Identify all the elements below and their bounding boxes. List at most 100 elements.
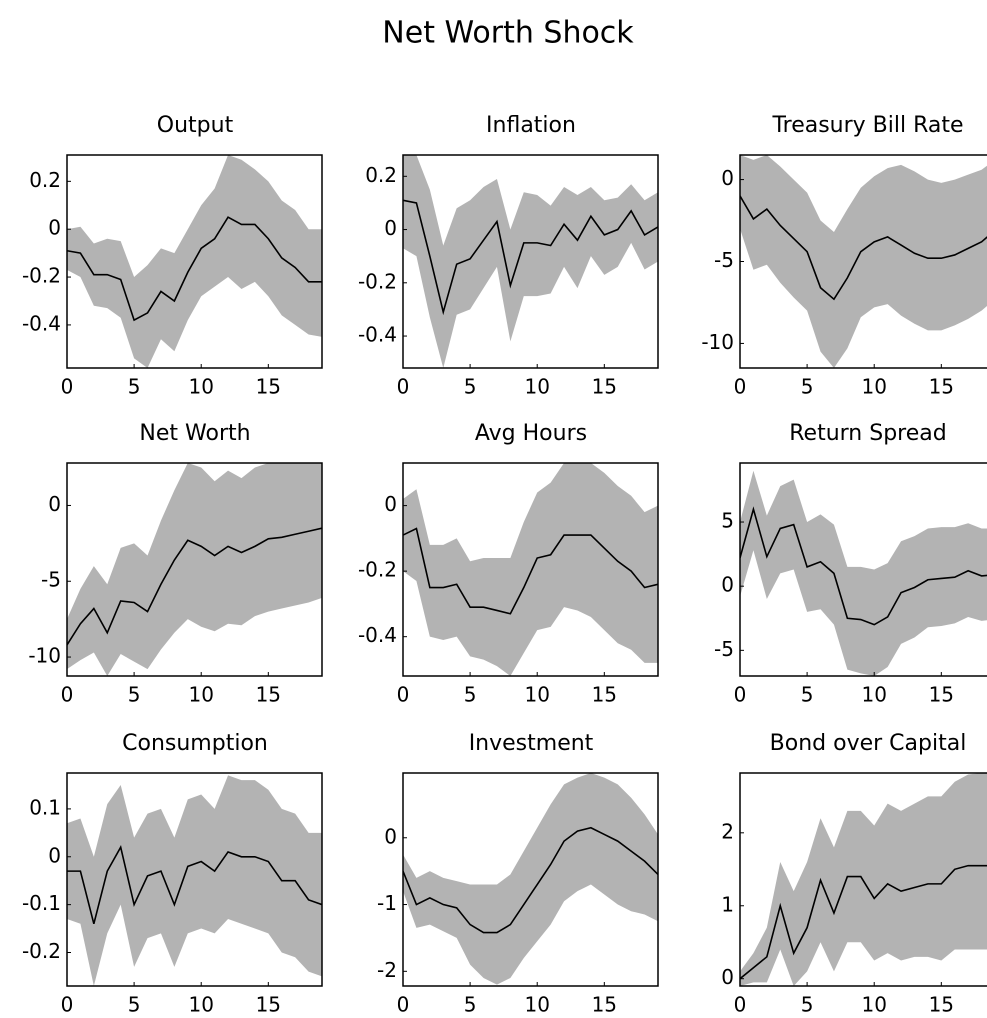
y-tick-label: 0	[48, 216, 61, 240]
y-tick-label: 0	[384, 824, 397, 848]
x-tick-label: 10	[861, 993, 886, 1017]
x-tick-label: 10	[524, 375, 549, 399]
axes-frame	[66, 772, 323, 987]
y-tick-label: -5	[714, 637, 734, 661]
response-line	[67, 527, 322, 646]
x-tick-label: 5	[128, 683, 141, 707]
panel-title: Bond over Capital	[770, 731, 967, 756]
response-line	[740, 195, 987, 301]
axes-frame	[66, 462, 323, 677]
y-tick-label: 1	[721, 892, 734, 916]
x-tick-label: 0	[61, 683, 74, 707]
confidence-band	[740, 155, 987, 368]
response-line	[67, 845, 322, 924]
plot-area	[740, 155, 987, 368]
x-tick-label: 5	[464, 993, 477, 1017]
axes-frame	[402, 154, 659, 369]
x-tick-label: 5	[464, 683, 477, 707]
response-line	[740, 506, 987, 626]
y-tick-label: -5	[714, 248, 734, 272]
y-tick-label: -0.4	[358, 323, 397, 347]
panel-title: Return Spread	[789, 421, 946, 446]
y-tick-label: -1	[377, 891, 397, 915]
confidence-band	[403, 773, 658, 985]
y-tick-label: -0.2	[22, 939, 61, 963]
y-tick-label: -2	[377, 958, 397, 982]
x-tick-label: 10	[524, 993, 549, 1017]
x-tick-label: 10	[524, 683, 549, 707]
x-tick-label: 15	[592, 993, 617, 1017]
confidence-band	[403, 463, 658, 676]
plot-area	[67, 463, 322, 676]
y-tick-label: -5	[41, 568, 61, 592]
x-tick-label: 0	[61, 375, 74, 399]
y-tick-label: -0.2	[358, 269, 397, 293]
x-tick-label: 15	[929, 375, 954, 399]
x-tick-label: 15	[929, 683, 954, 707]
axes-frame	[739, 772, 987, 987]
x-tick-label: 0	[61, 993, 74, 1017]
plot-area	[403, 463, 658, 676]
confidence-band	[67, 775, 322, 986]
plot-area	[403, 155, 658, 368]
response-line	[740, 864, 987, 980]
y-tick-label: 2	[721, 819, 734, 843]
x-tick-label: 0	[397, 683, 410, 707]
x-tick-label: 10	[188, 683, 213, 707]
x-tick-label: 15	[256, 993, 281, 1017]
y-tick-label: -0.4	[22, 311, 61, 335]
plot-area	[740, 470, 987, 676]
y-tick-label: 5	[721, 509, 734, 533]
response-line	[67, 216, 322, 322]
x-tick-label: 0	[734, 683, 747, 707]
x-tick-label: 10	[188, 375, 213, 399]
y-tick-label: 0	[384, 216, 397, 240]
x-tick-label: 0	[397, 993, 410, 1017]
panel-title: Treasury Bill Rate	[771, 113, 963, 138]
confidence-band	[403, 155, 658, 368]
plot-area	[740, 773, 987, 986]
x-tick-label: 5	[464, 375, 477, 399]
panel-title: Consumption	[122, 731, 268, 756]
x-tick-label: 0	[734, 993, 747, 1017]
plot-area	[403, 773, 658, 985]
confidence-band	[740, 470, 987, 676]
x-tick-label: 5	[801, 683, 814, 707]
x-tick-label: 5	[128, 375, 141, 399]
axes-frame	[66, 154, 323, 369]
x-tick-label: 15	[592, 375, 617, 399]
response-line	[403, 826, 658, 934]
panel-title: Output	[157, 113, 234, 138]
y-tick-label: 0	[721, 573, 734, 597]
y-tick-label: 0.2	[365, 163, 397, 187]
plot-area	[67, 155, 322, 368]
x-tick-label: 0	[397, 375, 410, 399]
y-tick-label: -10	[701, 330, 734, 354]
y-tick-label: -0.1	[22, 891, 61, 915]
x-tick-label: 10	[861, 683, 886, 707]
y-tick-label: -0.2	[22, 264, 61, 288]
y-tick-label: 0.1	[29, 795, 61, 819]
y-tick-label: -0.4	[358, 623, 397, 647]
panel-title: Inflation	[486, 113, 576, 138]
x-tick-label: 15	[256, 683, 281, 707]
x-tick-label: 10	[188, 993, 213, 1017]
y-tick-label: 0.2	[29, 168, 61, 192]
figure-title: Net Worth Shock	[382, 16, 634, 51]
plot-area	[67, 775, 322, 986]
x-tick-label: 5	[128, 993, 141, 1017]
x-tick-label: 15	[929, 993, 954, 1017]
y-tick-label: 0	[721, 965, 734, 989]
y-tick-label: 0	[48, 843, 61, 867]
x-tick-label: 5	[801, 993, 814, 1017]
x-tick-label: 10	[861, 375, 886, 399]
x-tick-label: 0	[734, 375, 747, 399]
confidence-band	[67, 463, 322, 676]
response-line	[403, 199, 658, 316]
y-tick-label: -0.2	[358, 558, 397, 582]
panel-title: Net Worth	[139, 421, 250, 446]
response-line	[403, 527, 658, 615]
y-tick-label: -10	[28, 644, 61, 668]
axes-frame	[739, 462, 987, 677]
